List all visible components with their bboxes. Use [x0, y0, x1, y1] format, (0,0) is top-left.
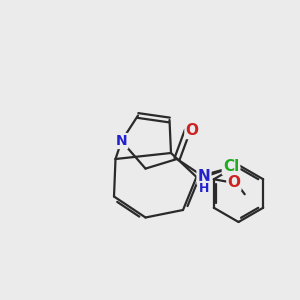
Text: O: O — [185, 123, 199, 138]
Text: O: O — [227, 175, 240, 190]
Text: N: N — [198, 169, 210, 184]
Text: Cl: Cl — [223, 159, 239, 174]
Text: H: H — [199, 182, 209, 195]
Text: N: N — [116, 134, 127, 148]
